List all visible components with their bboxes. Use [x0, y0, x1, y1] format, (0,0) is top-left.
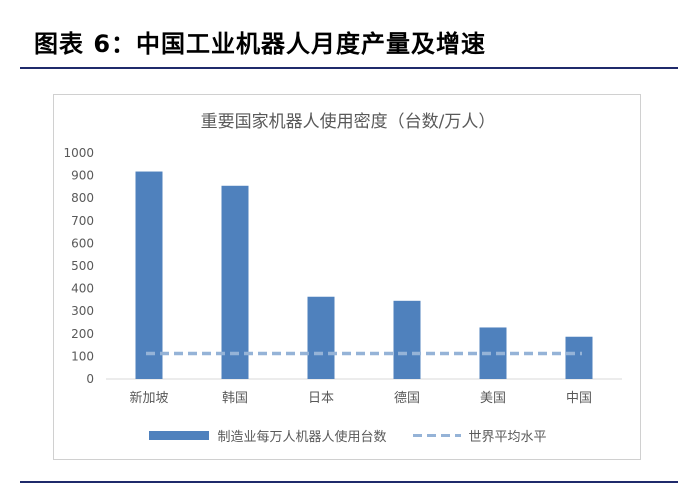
bar-5 [565, 336, 593, 379]
x-tick-label: 新加坡 [129, 390, 168, 406]
bar-2 [307, 296, 335, 379]
x-tick-label: 中国 [566, 391, 592, 406]
legend-item-average: 世界平均水平 [412, 426, 547, 445]
y-tick-label: 0 [86, 372, 94, 386]
y-tick-label: 800 [71, 191, 94, 205]
legend-item-bars: 制造业每万人机器人使用台数 [149, 426, 387, 445]
legend-bar-swatch [149, 430, 210, 440]
y-tick-label: 400 [71, 282, 94, 296]
chart-legend: 制造业每万人机器人使用台数 世界平均水平 [54, 425, 642, 445]
bar-3 [393, 300, 421, 379]
bar-0 [135, 171, 163, 379]
x-tick-label: 韩国 [222, 391, 248, 406]
bottom-divider [20, 481, 678, 483]
bar-1 [221, 185, 249, 379]
legend-label-bars: 制造业每万人机器人使用台数 [217, 429, 387, 445]
y-tick-label: 200 [71, 327, 94, 341]
y-tick-label: 500 [71, 259, 94, 273]
y-tick-label: 1000 [63, 146, 94, 160]
bar-chart: 0 100 200 300 400 500 600 700 800 900 1000 新加坡 韩国 日本 德… [63, 146, 622, 406]
top-divider [20, 67, 678, 69]
x-tick-label: 日本 [308, 391, 334, 406]
legend-label-average: 世界平均水平 [468, 429, 547, 445]
figure-title: 图表 6：中国工业机器人月度产量及增速 [34, 30, 487, 58]
y-tick-label: 100 [71, 349, 94, 363]
y-tick-label: 700 [71, 214, 94, 228]
legend-dash-swatch [412, 433, 461, 437]
y-tick-label: 600 [71, 236, 94, 250]
x-tick-label: 美国 [480, 391, 506, 406]
chart-title: 重要国家机器人使用密度（台数/万人） [200, 112, 496, 132]
chart-frame: 0 100 200 300 400 500 600 700 800 900 1000 新加坡 韩国 日本 德… [53, 94, 641, 460]
y-tick-label: 900 [71, 169, 94, 183]
x-tick-label: 德国 [394, 391, 420, 406]
y-tick-label: 300 [71, 304, 94, 318]
